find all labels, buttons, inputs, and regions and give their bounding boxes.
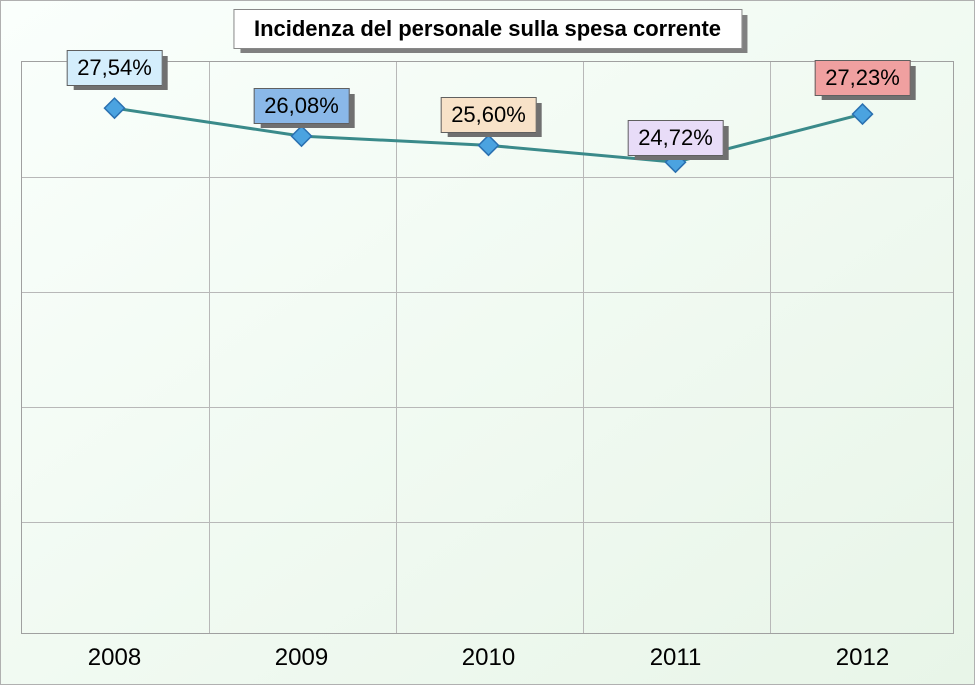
- x-axis-label: 2011: [650, 644, 702, 672]
- plot-area: [21, 61, 954, 634]
- chart-container: Incidenza del personale sulla spesa corr…: [0, 0, 975, 685]
- gridline-horizontal: [22, 177, 953, 178]
- x-axis-label: 2008: [88, 644, 141, 672]
- chart-title: Incidenza del personale sulla spesa corr…: [233, 9, 742, 49]
- data-label: 24,72%: [627, 120, 724, 156]
- data-label: 26,08%: [253, 88, 350, 124]
- gridline-vertical: [770, 62, 771, 633]
- x-axis-label: 2009: [275, 644, 328, 672]
- gridline-vertical: [209, 62, 210, 633]
- x-axis-label: 2010: [462, 644, 515, 672]
- gridline-vertical: [396, 62, 397, 633]
- data-label: 25,60%: [440, 97, 537, 133]
- data-label: 27,54%: [66, 50, 163, 86]
- gridline-horizontal: [22, 292, 953, 293]
- data-label: 27,23%: [814, 60, 911, 96]
- gridline-horizontal: [22, 522, 953, 523]
- gridline-vertical: [583, 62, 584, 633]
- x-axis-label: 2012: [836, 644, 889, 672]
- gridline-horizontal: [22, 407, 953, 408]
